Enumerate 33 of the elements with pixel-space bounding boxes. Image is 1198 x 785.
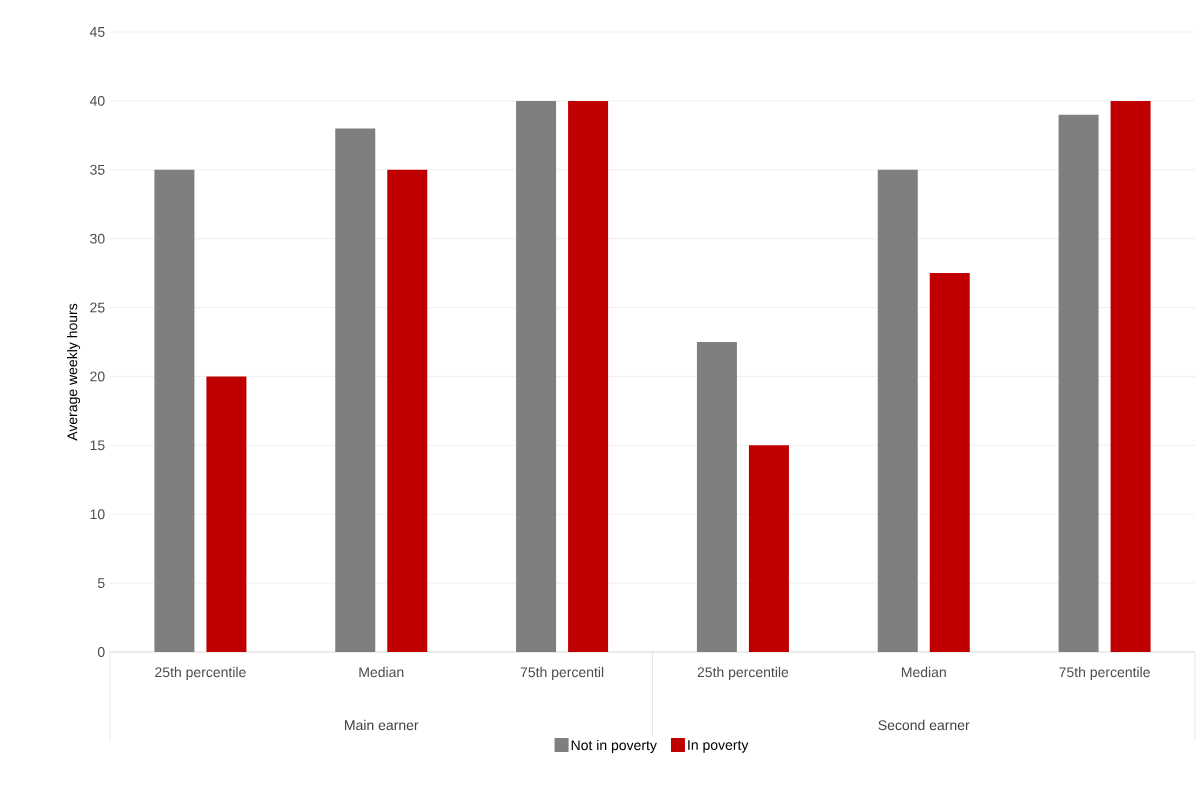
bar: [335, 128, 376, 652]
y-axis-title: Average weekly hours: [66, 303, 81, 441]
legend-label: In poverty: [688, 740, 749, 753]
bar: [206, 376, 247, 652]
y-tick-label: 20: [90, 371, 105, 382]
x-tick-label: 75th percentile: [1059, 666, 1150, 680]
bar: [1058, 114, 1099, 652]
y-tick-label: 30: [90, 233, 105, 244]
x-tick-label: 25th percentile: [155, 666, 246, 680]
bar: [1110, 100, 1151, 652]
legend-label: Not in poverty: [571, 739, 657, 753]
text: Second earner: [878, 719, 970, 731]
x-tick-label: 25th percentile: [697, 666, 789, 680]
bar: [696, 342, 737, 652]
y-tick-label: 5: [97, 578, 105, 588]
y-tick-label: 15: [90, 440, 105, 451]
bar: [516, 100, 557, 652]
y-tick-label: 40: [89, 95, 105, 106]
y-tick-label: 0: [97, 647, 105, 657]
bar: [154, 169, 195, 652]
bar: [387, 169, 428, 652]
bar: [568, 100, 609, 652]
text: Main earner: [345, 719, 419, 731]
bar: [877, 169, 918, 652]
bar: [929, 273, 970, 652]
y-tick-label: 25: [90, 302, 105, 313]
bar: [748, 445, 789, 652]
y-tick-label: 45: [89, 27, 105, 37]
y-tick-label: 35: [90, 164, 105, 175]
x-tick-label: Median: [901, 666, 946, 678]
x-tick-label: Median: [359, 666, 404, 678]
y-tick-label: 10: [90, 509, 105, 520]
x-tick-label: 75th percentil: [520, 666, 604, 680]
